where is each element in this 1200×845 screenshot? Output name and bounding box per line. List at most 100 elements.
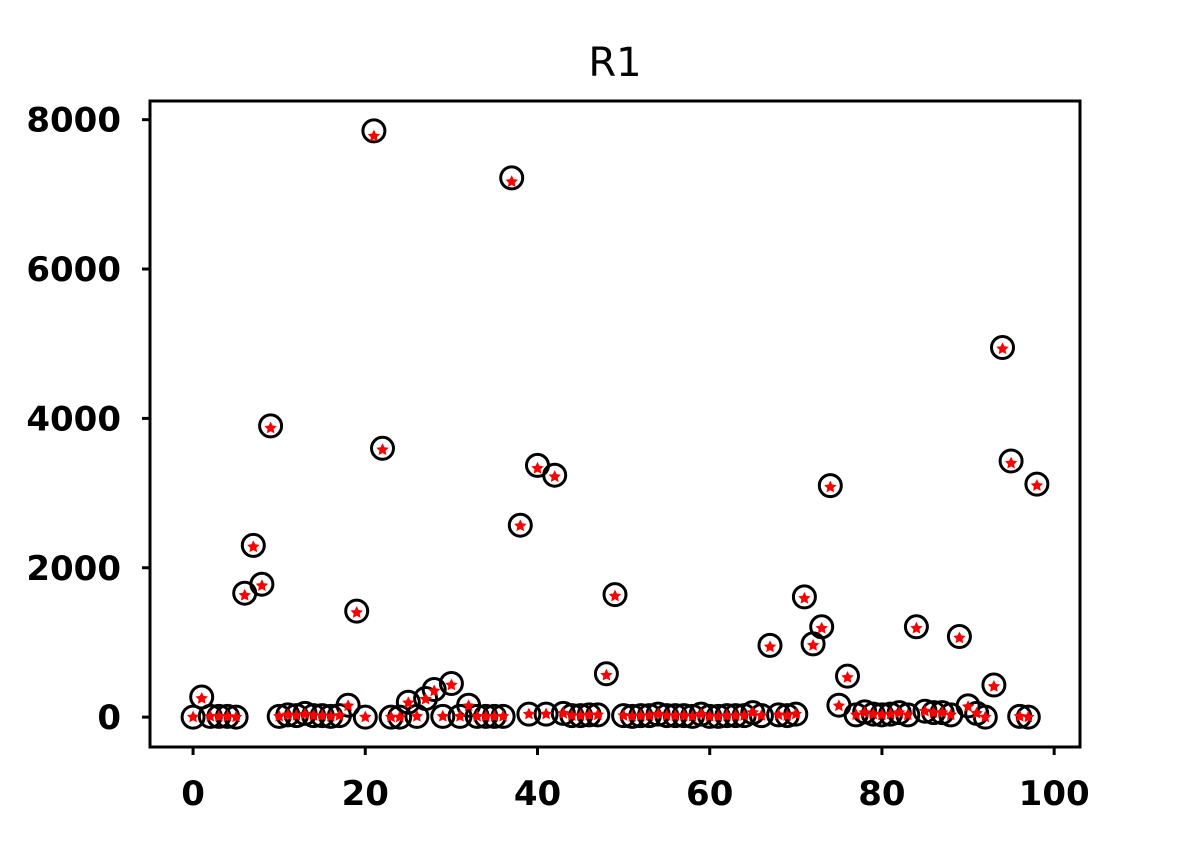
star-point bbox=[927, 706, 940, 718]
circle-point bbox=[593, 661, 619, 687]
star-point bbox=[703, 709, 716, 722]
star-point bbox=[738, 709, 751, 721]
star-point bbox=[290, 709, 303, 721]
star-point bbox=[591, 708, 604, 721]
star-point bbox=[781, 709, 794, 721]
star-point bbox=[867, 707, 880, 720]
star-point bbox=[548, 470, 561, 482]
circle-point bbox=[791, 584, 817, 610]
circle-point bbox=[421, 677, 447, 702]
star-point bbox=[453, 709, 467, 722]
star-point bbox=[298, 707, 312, 720]
chart-title: R1 bbox=[588, 40, 641, 86]
circle-point bbox=[344, 598, 370, 624]
star-point bbox=[1004, 456, 1018, 469]
star-point bbox=[1013, 709, 1026, 722]
star-point bbox=[996, 342, 1009, 355]
star-point bbox=[660, 709, 673, 721]
circle-point bbox=[499, 165, 525, 191]
y-tick-label: 6000 bbox=[26, 250, 121, 290]
circle-point bbox=[240, 532, 266, 558]
star-point bbox=[901, 708, 914, 721]
star-point bbox=[471, 709, 484, 722]
star-point bbox=[229, 710, 243, 723]
star-point bbox=[849, 708, 863, 721]
y-tick-label: 0 bbox=[97, 698, 121, 738]
circle-point bbox=[335, 692, 361, 718]
star-point bbox=[410, 709, 424, 722]
circle-point bbox=[602, 582, 628, 608]
circle-point bbox=[430, 703, 456, 729]
star-point bbox=[1022, 710, 1035, 723]
circle-point bbox=[249, 571, 275, 597]
star-point bbox=[910, 621, 923, 634]
star-point bbox=[255, 579, 269, 591]
circle-point bbox=[438, 671, 464, 696]
circle-point bbox=[507, 512, 533, 538]
circle-point bbox=[835, 663, 860, 689]
circle-point bbox=[955, 693, 981, 719]
star-point bbox=[402, 696, 415, 709]
star-point bbox=[884, 707, 897, 720]
plot-frame bbox=[148, 99, 1082, 749]
star-point bbox=[841, 671, 854, 683]
star-point bbox=[462, 699, 475, 712]
circle-point bbox=[533, 701, 559, 727]
star-point bbox=[350, 606, 363, 618]
circle-point bbox=[946, 624, 972, 649]
star-point bbox=[677, 709, 691, 721]
star-point bbox=[686, 709, 699, 722]
star-point bbox=[617, 709, 630, 721]
star-point bbox=[798, 591, 811, 604]
circle-point bbox=[981, 672, 1007, 698]
star-point bbox=[221, 709, 234, 722]
star-point bbox=[608, 589, 622, 602]
star-point bbox=[557, 706, 570, 719]
star-point bbox=[987, 680, 1001, 692]
ticks-layer: 0 20 40 60 80 100 0 2000 4000 6000 8000 bbox=[26, 101, 1089, 814]
star-point bbox=[436, 709, 449, 722]
circle-point bbox=[998, 448, 1024, 474]
star-point bbox=[720, 709, 734, 721]
star-point bbox=[858, 706, 871, 718]
star-point bbox=[419, 692, 432, 705]
star-point bbox=[979, 710, 992, 723]
star-point bbox=[953, 631, 966, 644]
star-point bbox=[789, 707, 802, 720]
x-tick-label: 40 bbox=[514, 774, 561, 814]
star-point bbox=[316, 709, 329, 721]
x-tick-label: 80 bbox=[858, 774, 905, 814]
circle-point bbox=[990, 335, 1015, 360]
star-point bbox=[324, 709, 337, 722]
star-point bbox=[651, 707, 665, 720]
circle-point bbox=[258, 413, 284, 439]
star-point bbox=[333, 709, 346, 721]
y-tick-label: 4000 bbox=[26, 399, 121, 439]
star-point bbox=[694, 707, 708, 720]
star-point bbox=[565, 709, 579, 721]
x-tick-label: 20 bbox=[342, 774, 389, 814]
star-point bbox=[729, 709, 742, 721]
star-point bbox=[806, 638, 820, 651]
star-point bbox=[238, 588, 251, 601]
star-point bbox=[307, 709, 320, 721]
star-point bbox=[367, 129, 381, 142]
circle-point bbox=[757, 632, 783, 658]
star-point bbox=[212, 709, 226, 722]
star-point bbox=[893, 706, 906, 718]
star-point bbox=[539, 707, 553, 720]
circle-point bbox=[903, 614, 929, 640]
star-point bbox=[944, 708, 957, 721]
star-point bbox=[875, 708, 889, 721]
star-point bbox=[264, 421, 277, 434]
x-tick-label: 100 bbox=[1019, 774, 1090, 814]
star-point bbox=[522, 707, 536, 720]
circle-point bbox=[370, 435, 395, 461]
star-point bbox=[341, 699, 355, 712]
circle-point bbox=[1024, 471, 1050, 497]
circle-point bbox=[413, 686, 439, 711]
star-point bbox=[496, 709, 510, 722]
circle-point bbox=[516, 701, 542, 727]
